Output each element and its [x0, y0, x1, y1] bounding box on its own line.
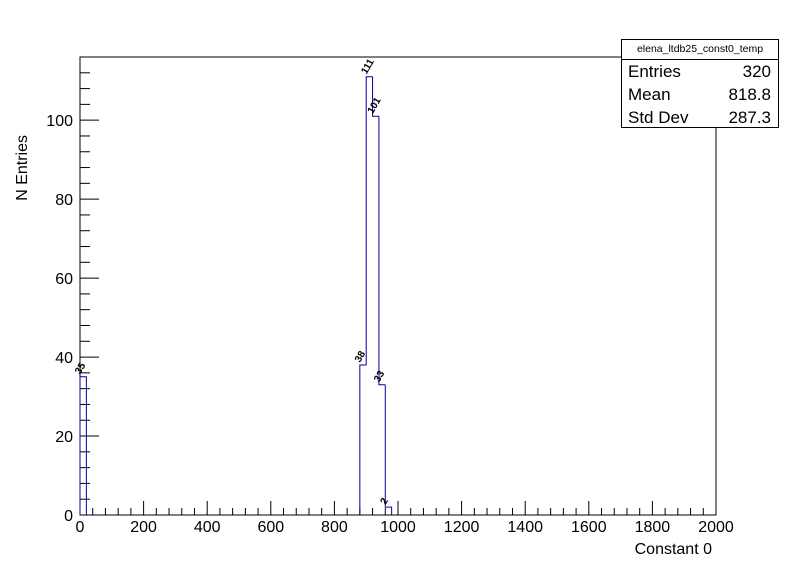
- x-tick-label: 1000: [380, 519, 416, 536]
- y-tick-label: 100: [46, 113, 73, 130]
- y-tick-label: 20: [55, 429, 73, 446]
- y-tick-label: 80: [55, 192, 73, 209]
- histogram-bars: [79, 76, 393, 515]
- x-tick-label: 600: [257, 519, 284, 536]
- axes: 0 200 400 600 800 1000 1200 1400 1600 1800 2000 0 20…: [46, 56, 734, 536]
- y-axis-title: N Entries: [14, 135, 31, 201]
- bin-value-label: 38: [353, 349, 368, 365]
- y-tick-label: 40: [55, 350, 73, 367]
- bin-value-label: 111: [359, 57, 377, 76]
- x-tick-label: 2000: [698, 519, 734, 536]
- x-tick-label: 400: [194, 519, 221, 536]
- histogram-bar: [378, 116, 386, 386]
- stats-row-mean: Mean 818.8: [622, 83, 778, 106]
- stats-title: elena_ltdb25_const0_temp: [622, 40, 778, 60]
- x-tick-label: 200: [130, 519, 157, 536]
- stats-box: elena_ltdb25_const0_temp Entries 320 Mea…: [621, 39, 779, 128]
- x-tick-label: 1600: [571, 519, 607, 536]
- histogram-bar: [365, 76, 373, 365]
- y-tick-label: 0: [64, 508, 73, 525]
- x-tick-label: 1400: [507, 519, 543, 536]
- histogram-bar: [79, 376, 87, 515]
- x-tick-label: 1800: [635, 519, 671, 536]
- entries-value: 320: [742, 62, 771, 81]
- bin-value-label: 2: [379, 496, 392, 507]
- bin-value-label: 33: [372, 369, 387, 385]
- y-tick-label: 60: [55, 271, 73, 288]
- histogram-bar: [384, 384, 393, 515]
- bin-value-label: 35: [73, 361, 88, 377]
- bin-value-label: 101: [366, 95, 384, 115]
- stats-row-entries: Entries 320: [622, 60, 778, 83]
- stddev-label: Std Dev: [628, 108, 689, 127]
- x-axis-title: Constant 0: [635, 541, 712, 558]
- histogram-bar: [359, 364, 367, 515]
- stats-row-stddev: Std Dev 287.3: [622, 106, 778, 129]
- mean-label: Mean: [628, 85, 671, 104]
- mean-value: 818.8: [728, 85, 771, 104]
- entries-label: Entries: [628, 62, 681, 81]
- stddev-value: 287.3: [728, 108, 771, 127]
- bin-labels: 35 38 111 101 33 2: [73, 57, 391, 507]
- histogram-bar: [372, 76, 379, 117]
- x-tick-label: 800: [321, 519, 348, 536]
- x-tick-label: 0: [76, 519, 85, 536]
- x-tick-label: 1200: [444, 519, 480, 536]
